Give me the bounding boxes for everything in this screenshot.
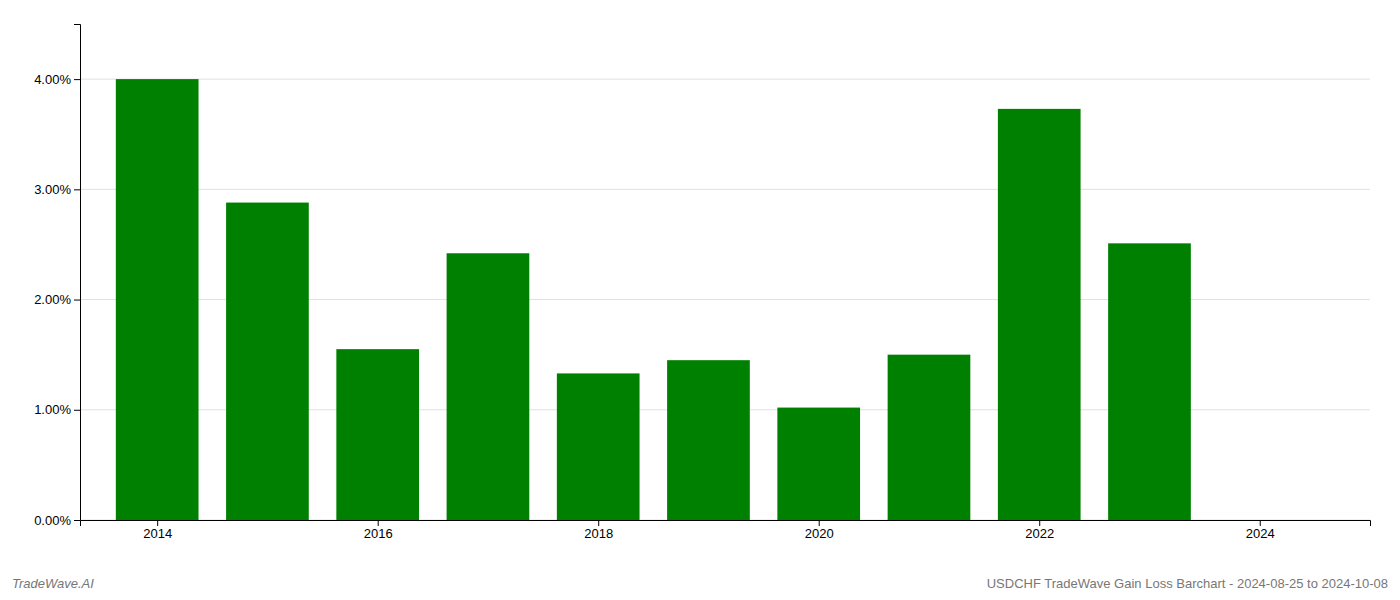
x-axis: 2014 2016 2018 2020 2022 2024: [81, 520, 1371, 541]
tick-mark: [819, 520, 820, 526]
tick: 2024: [1246, 520, 1275, 541]
y-axis: 0.00% 1.00% 2.00% 3.00% 4.00%: [34, 25, 80, 528]
tick: 2022: [1025, 520, 1054, 541]
tick: 3.00%: [34, 182, 80, 197]
tick-label: 2024: [1246, 526, 1275, 541]
tick-label: 3.00%: [34, 182, 71, 197]
bar: [777, 408, 860, 520]
tick-label: 2020: [805, 526, 834, 541]
chart: 2014 2016 2018 2020 2022 2024 0.00% 1.00% 2.00% 3…: [0, 0, 1400, 600]
grid-line: [80, 189, 1370, 190]
tick-mark: [598, 520, 599, 526]
tick: 0.00%: [34, 513, 80, 528]
tick-label: 2014: [143, 526, 172, 541]
tick: 2014: [143, 520, 172, 541]
tick-label: 4.00%: [34, 72, 71, 87]
tick-mark: [74, 410, 80, 411]
tick-mark: [1260, 520, 1261, 526]
tick-label: 2018: [584, 526, 613, 541]
tick-mark: [74, 189, 80, 190]
bar: [667, 360, 750, 520]
bar: [116, 79, 199, 520]
footer-left: TradeWave.AI: [12, 576, 94, 591]
grid-line: [80, 79, 1370, 80]
tick: 2.00%: [34, 292, 80, 307]
bar: [226, 203, 309, 520]
tick-mark: [74, 300, 80, 301]
tick: 4.00%: [34, 72, 80, 87]
tick: 1.00%: [34, 402, 80, 417]
bar: [1108, 243, 1191, 520]
grid: [80, 79, 1370, 520]
tick-mark: [74, 79, 80, 80]
footer-right: USDCHF TradeWave Gain Loss Barchart - 20…: [987, 576, 1388, 591]
tick-label: 0.00%: [34, 513, 71, 528]
bar: [998, 109, 1081, 520]
tick: 2020: [805, 520, 834, 541]
tick-label: 1.00%: [34, 402, 71, 417]
tick: 2018: [584, 520, 613, 541]
bars: [116, 79, 1191, 520]
tick-mark: [1039, 520, 1040, 526]
tick: 2016: [364, 520, 393, 541]
axis-line: [81, 521, 1371, 527]
tick-mark: [378, 520, 379, 526]
tick-label: 2016: [364, 526, 393, 541]
tick-label: 2.00%: [34, 292, 71, 307]
axis-line: [74, 25, 81, 521]
bar: [447, 253, 530, 520]
tick-mark: [74, 520, 80, 521]
bar: [557, 373, 640, 520]
tick-label: 2022: [1025, 526, 1054, 541]
bar: [888, 355, 971, 520]
bar: [336, 349, 419, 520]
tick-mark: [157, 520, 158, 526]
